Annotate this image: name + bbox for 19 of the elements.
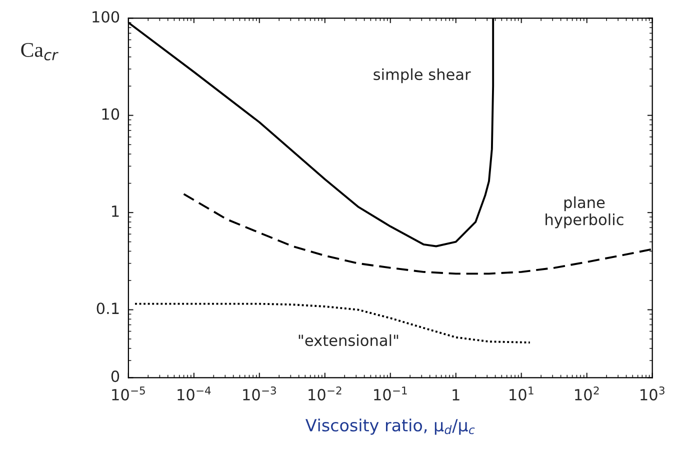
y-axis-title: Ca$_{cr}$: [21, 42, 58, 60]
x-tick-label: 10$^{−3}$: [243, 386, 276, 400]
x-axis-title: Viscosity ratio, μ$_{d}$/μ$_{c}$: [306, 418, 475, 435]
x-tick-label: 10$^{−1}$: [374, 386, 407, 400]
x-tick-label: 10$^{−2}$: [308, 386, 342, 400]
annotation: plane hyperbolic: [546, 196, 624, 228]
y-tick-label: 0.1: [96, 302, 119, 314]
x-tick-label: 1: [452, 389, 460, 400]
annotation: "extensional": [298, 334, 398, 346]
annotation: simple shear: [374, 68, 471, 84]
y-tick-label: 100: [92, 11, 120, 23]
x-tick-label: 10$^{2}$: [575, 386, 599, 400]
y-tick-label: 10: [102, 108, 120, 120]
y-tick-label: 1: [112, 206, 119, 217]
x-tick-label: 10$^{3}$: [640, 386, 664, 400]
x-tick-label: 10$^{1}$: [510, 386, 534, 400]
x-tick-label: 10$^{−5}$: [112, 386, 145, 400]
x-tick-label: 10$^{−4}$: [178, 386, 211, 400]
y-tick-label: 0: [111, 370, 120, 382]
